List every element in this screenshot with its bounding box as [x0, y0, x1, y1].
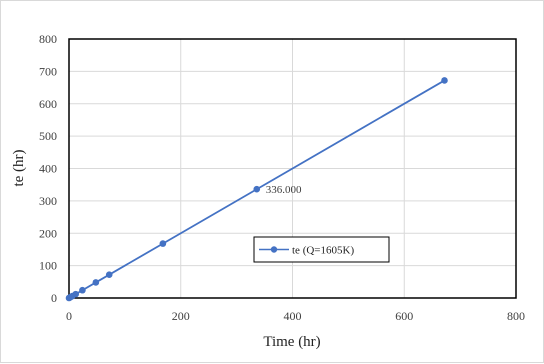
legend: te (Q=1605K) — [253, 236, 390, 263]
data-point — [105, 271, 113, 278]
legend-entry-label: te (Q=1605K) — [292, 245, 354, 257]
series-layer — [65, 77, 448, 302]
y-tick-label: 600 — [39, 97, 57, 111]
y-tick-label: 800 — [39, 32, 57, 46]
y-tick-label: 300 — [39, 194, 57, 208]
data-label: 336.000 — [266, 184, 302, 196]
plot-border — [68, 38, 517, 299]
y-axis-title: te (hr) — [11, 149, 27, 186]
data-point — [79, 286, 86, 294]
y-tick-label: 700 — [39, 64, 57, 78]
y-tick-label: 0 — [51, 291, 57, 305]
data-point — [441, 77, 448, 84]
data-point — [72, 290, 80, 298]
tick-labels: 0 100 200 300 400 500 600 700 800 0 200 400 600 800 — [39, 32, 525, 323]
y-tick-label: 400 — [39, 162, 57, 176]
data-point — [92, 279, 100, 286]
x-tick-label: 800 — [507, 309, 525, 323]
legend-dot-marker — [270, 246, 278, 253]
x-axis-title: Time (hr) — [263, 334, 320, 350]
data-point — [159, 240, 167, 247]
x-tick-label: 600 — [395, 309, 413, 323]
x-tick-label: 400 — [284, 309, 302, 323]
y-tick-label: 500 — [39, 129, 57, 143]
x-tick-label: 0 — [66, 309, 72, 323]
y-tick-label: 200 — [39, 226, 57, 240]
annotations: 336.000 — [266, 184, 302, 196]
data-point — [253, 185, 261, 193]
gridlines — [69, 39, 516, 298]
x-tick-label: 200 — [172, 309, 190, 323]
y-tick-label: 100 — [39, 259, 57, 273]
